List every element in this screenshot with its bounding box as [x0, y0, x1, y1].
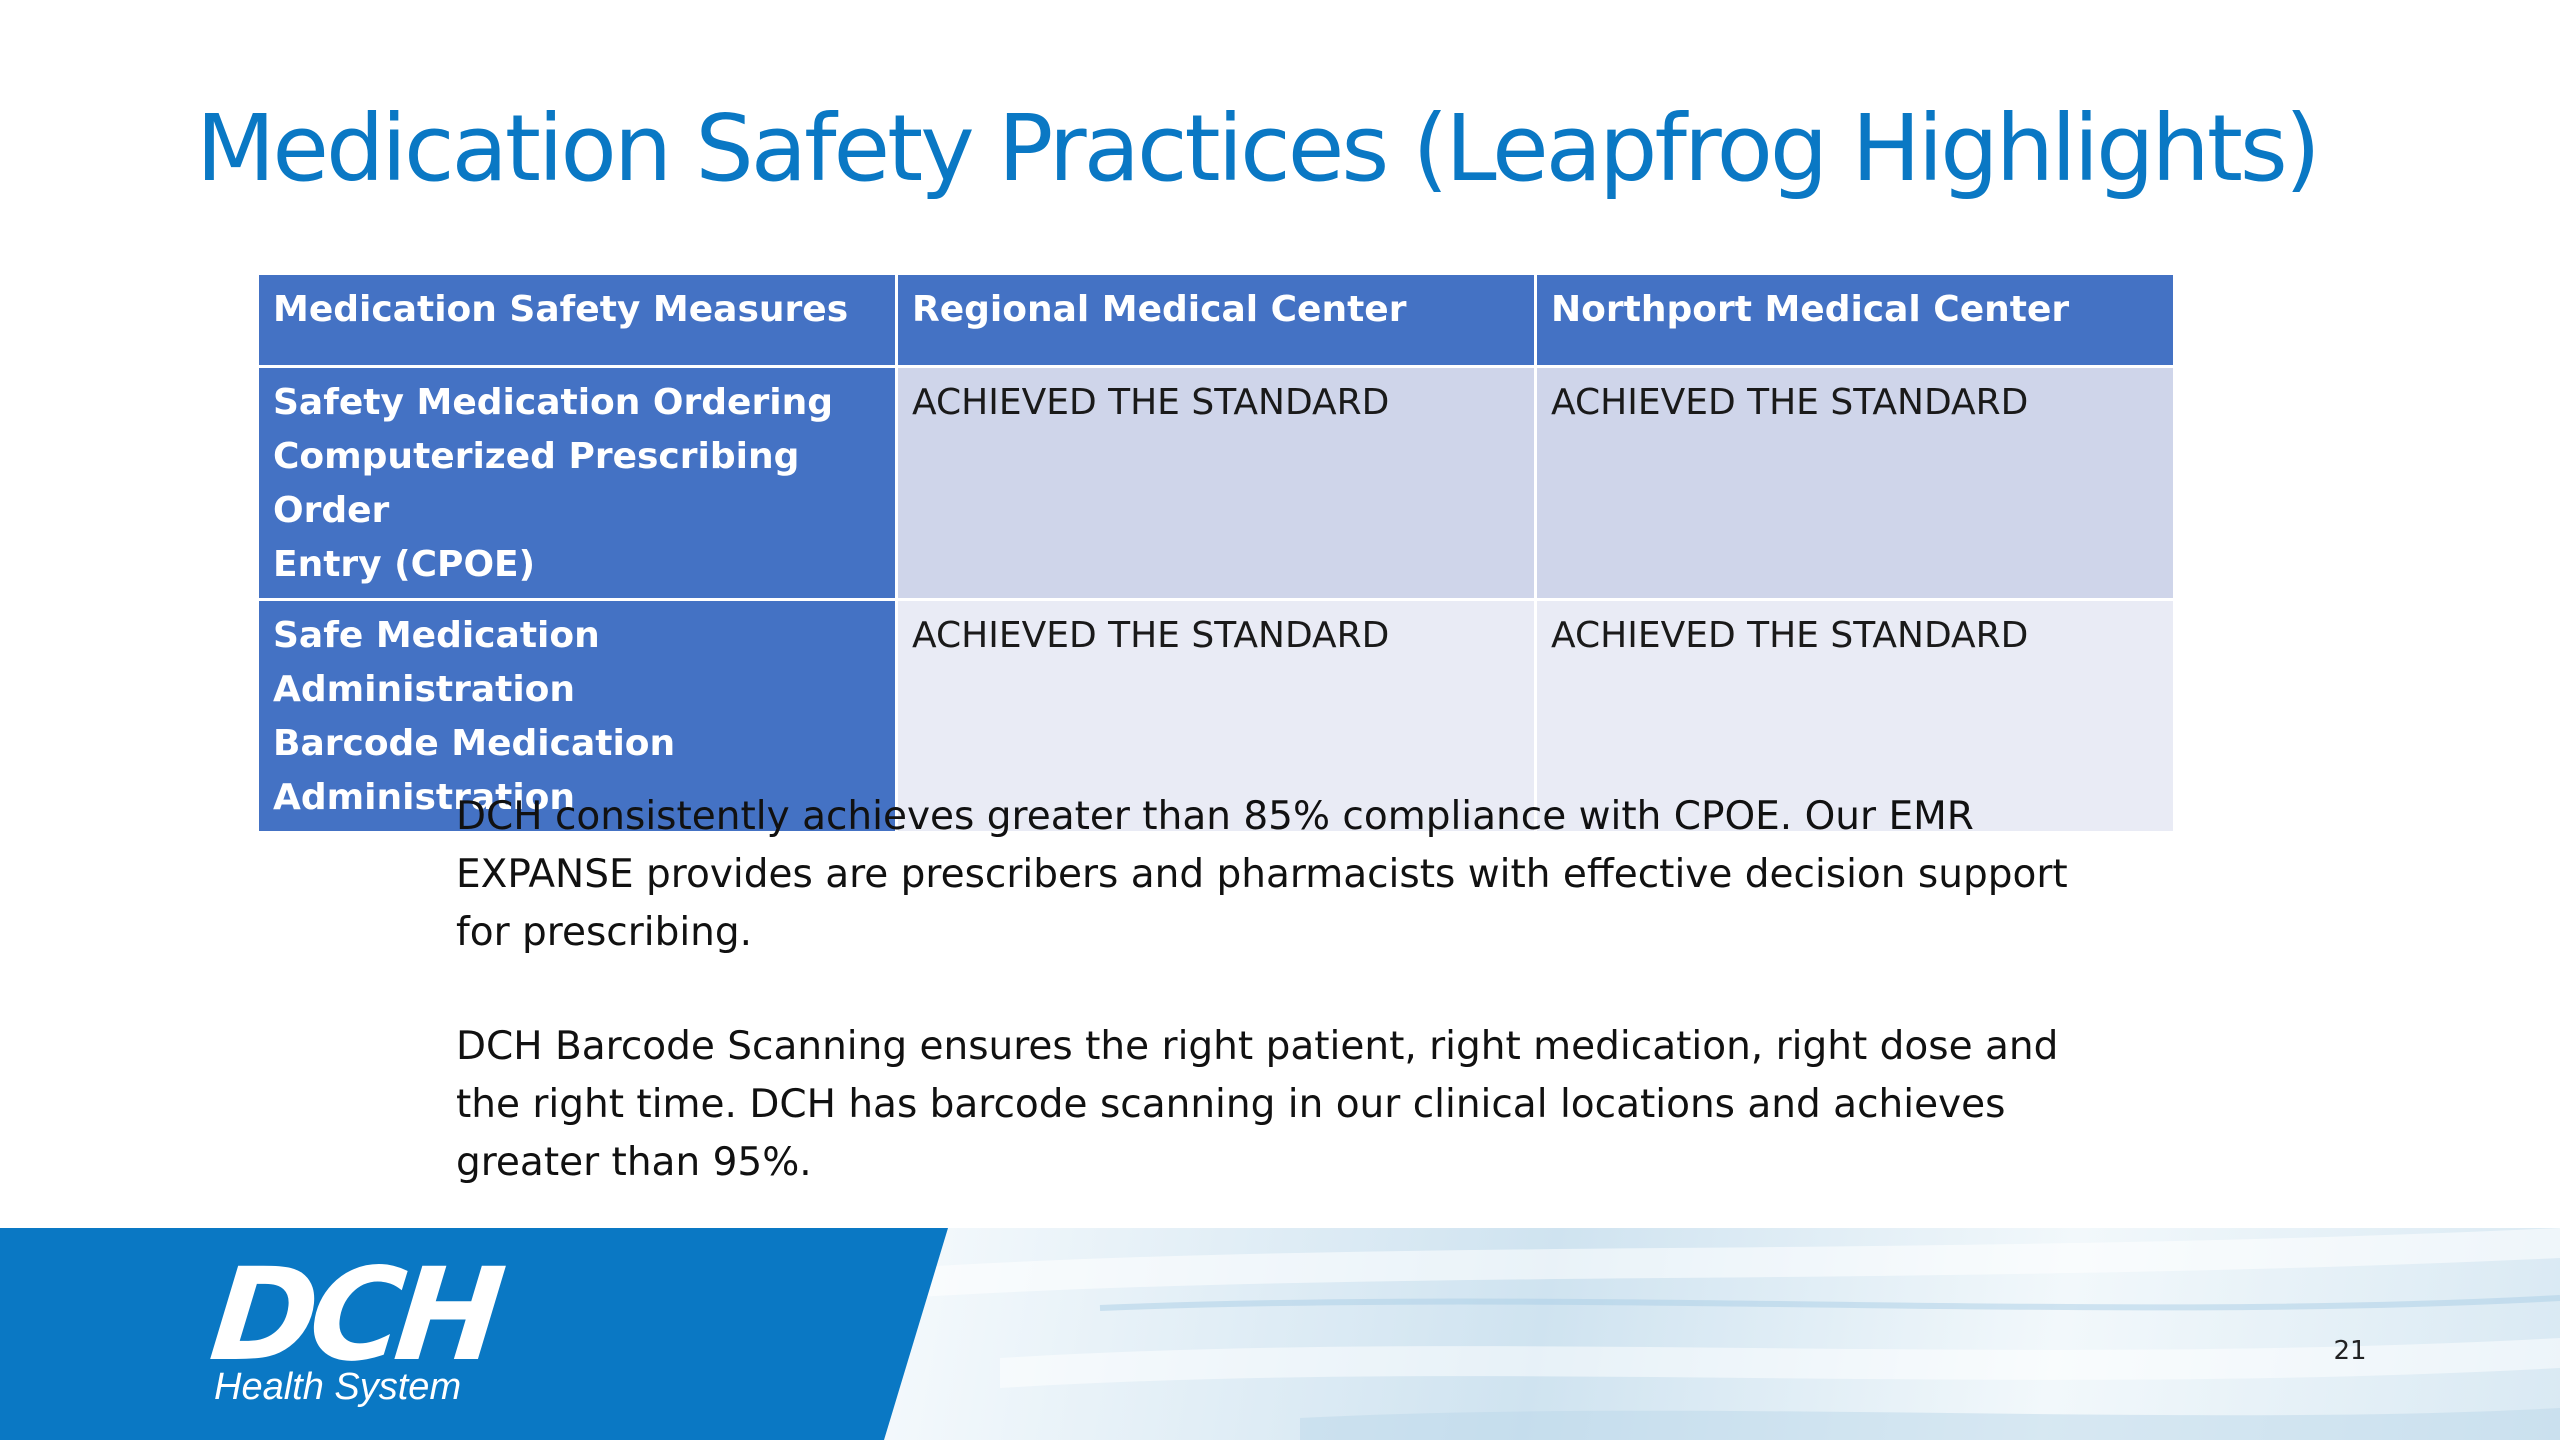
footer-banner [0, 1228, 2560, 1440]
note-paragraph-barcode: DCH Barcode Scanning ensures the right p… [456, 1024, 2059, 1185]
measure-line: Safety Medication Ordering [273, 382, 833, 423]
slide-title: Medication Safety Practices (Leapfrog Hi… [196, 95, 2321, 202]
regional-status-cell: ACHIEVED THE STANDARD [898, 601, 1534, 831]
regional-status-cell: ACHIEVED THE STANDARD [898, 368, 1534, 598]
measure-cell: Safe Medication Administration Barcode M… [259, 601, 895, 831]
column-header-regional: Regional Medical Center [898, 275, 1534, 365]
column-header-northport: Northport Medical Center [1537, 275, 2173, 365]
measure-line: Administration [273, 777, 576, 818]
notes-body: DCH consistently achieves greater than 8… [456, 788, 2076, 1248]
column-header-measures: Medication Safety Measures [259, 275, 895, 365]
footer-blue-band [0, 1228, 948, 1440]
dch-logo: DCH Health System [204, 1241, 612, 1412]
measure-cell: Safety Medication Ordering Computerized … [259, 368, 895, 598]
table-row: Safety Medication Ordering Computerized … [259, 368, 2173, 598]
table-row: Safe Medication Administration Barcode M… [259, 601, 2173, 831]
logo-subtitle: Health System [214, 1366, 462, 1408]
note-paragraph-cpoe: DCH consistently achieves greater than 8… [456, 794, 2068, 955]
measure-line: Safe Medication Administration [273, 615, 600, 710]
page-number: 21 [2333, 1336, 2367, 1366]
northport-status-cell: ACHIEVED THE STANDARD [1537, 368, 2173, 598]
table-header-row: Medication Safety Measures Regional Medi… [259, 275, 2173, 365]
logo-wordmark: DCH [204, 1241, 504, 1390]
northport-status-cell: ACHIEVED THE STANDARD [1537, 601, 2173, 831]
footer-background-graphic [900, 1228, 2560, 1440]
measure-line: Entry (CPOE) [273, 544, 536, 585]
measure-line: Barcode Medication [273, 723, 676, 764]
measures-table: Medication Safety Measures Regional Medi… [256, 272, 2176, 834]
measure-line: Computerized Prescribing Order [273, 436, 800, 531]
